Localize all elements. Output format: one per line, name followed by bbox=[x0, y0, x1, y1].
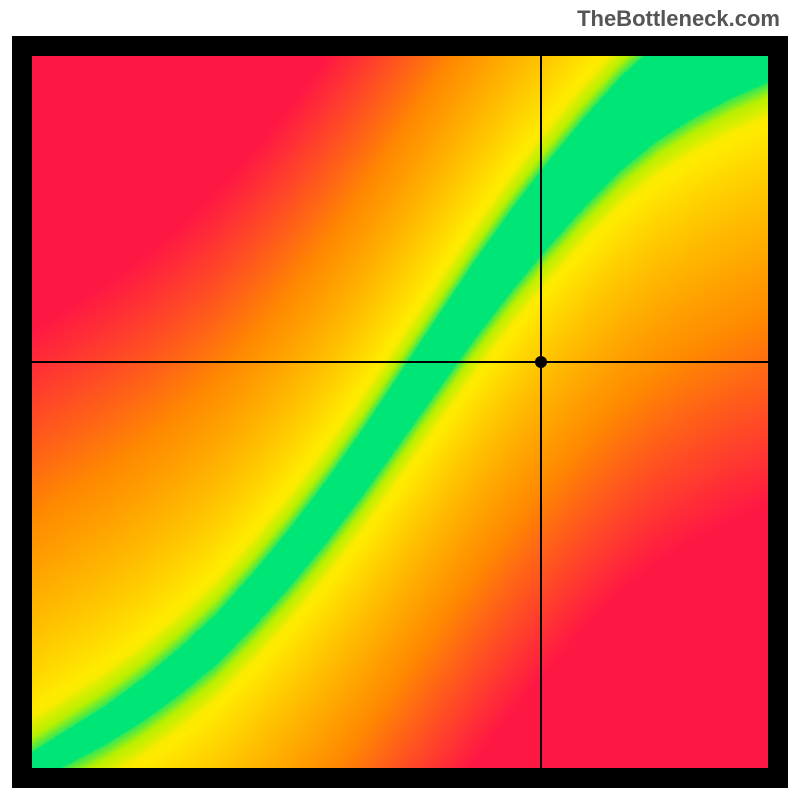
heatmap-canvas bbox=[32, 56, 768, 768]
attribution-label: TheBottleneck.com bbox=[577, 6, 780, 32]
crosshair-horizontal bbox=[32, 361, 768, 363]
chart-container: TheBottleneck.com bbox=[0, 0, 800, 800]
plot-area bbox=[32, 56, 768, 768]
crosshair-vertical bbox=[540, 56, 542, 768]
